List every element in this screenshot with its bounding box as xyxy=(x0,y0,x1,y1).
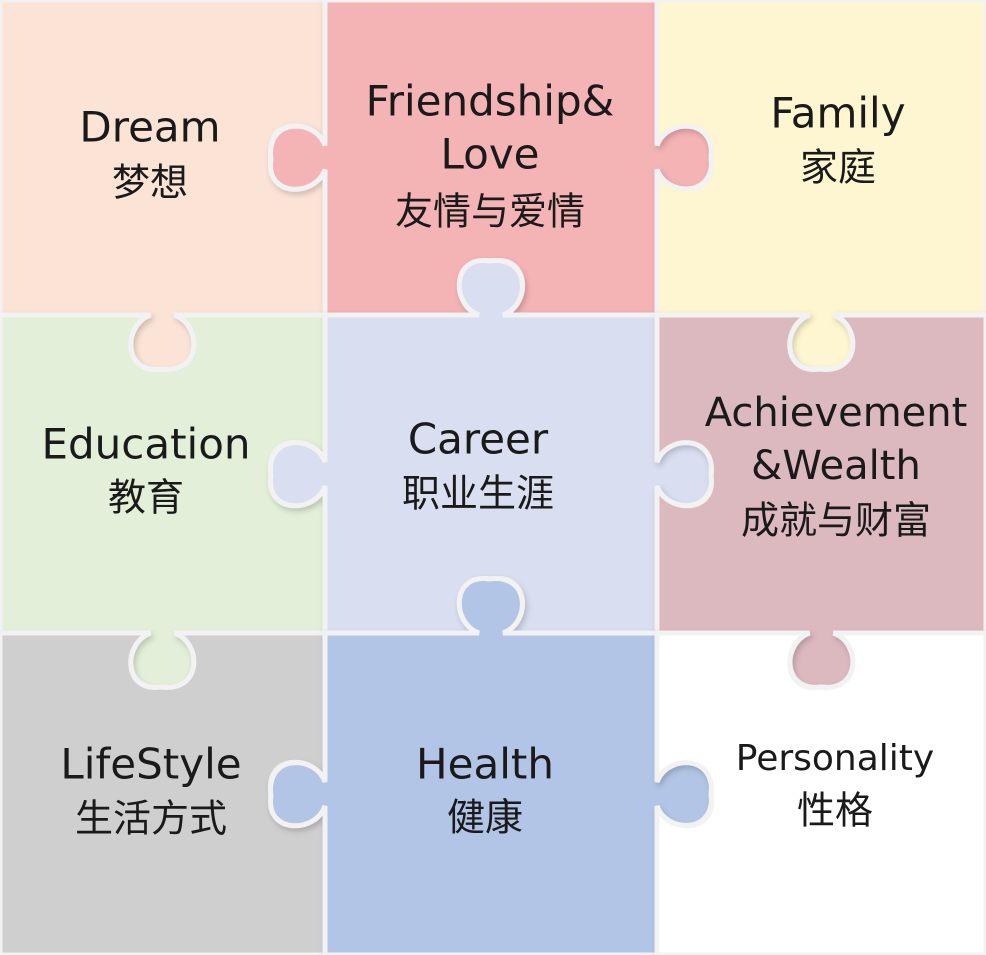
piece-label-line: Friendship& xyxy=(366,77,615,126)
piece-label-line: Health xyxy=(416,740,554,789)
piece-label-line: 健康 xyxy=(447,796,523,840)
piece-label-line: LifeStyle xyxy=(60,740,241,789)
puzzle-labels: Dream 梦想 Friendship&Love 友情与爱情 Family 家庭 Educa… xyxy=(41,77,967,841)
piece-label-line: 梦想 xyxy=(112,161,188,205)
piece-label-line: Dream xyxy=(79,103,220,152)
piece-label-line: Achievement xyxy=(705,390,968,436)
piece-label-career: Career 职业生涯 xyxy=(402,415,554,516)
piece-label-line: 职业生涯 xyxy=(402,472,554,516)
puzzle-piece-personality xyxy=(654,630,986,955)
piece-label-line: Education xyxy=(41,420,250,469)
piece-label-line: Love xyxy=(440,130,539,179)
piece-label-line: 教育 xyxy=(108,476,184,520)
piece-label-lifestyle: LifeStyle 生活方式 xyxy=(60,740,241,841)
piece-label-health: Health 健康 xyxy=(416,740,554,840)
piece-label-dream: Dream 梦想 xyxy=(79,103,220,205)
piece-label-line: 友情与爱情 xyxy=(395,190,585,234)
piece-label-education: Education 教育 xyxy=(41,420,250,520)
piece-label-family: Family 家庭 xyxy=(770,89,905,190)
piece-label-line: Career xyxy=(408,415,549,464)
piece-label-line: 生活方式 xyxy=(75,797,227,841)
piece-label-personality: Personality 性格 xyxy=(736,738,934,833)
piece-label-line: 家庭 xyxy=(800,146,876,190)
piece-label-line: Family xyxy=(770,89,905,138)
piece-label-line: Personality xyxy=(736,738,934,779)
piece-label-achievement-wealth: Achievement&Wealth 成就与财富 xyxy=(705,390,968,543)
piece-label-line: 性格 xyxy=(797,789,873,833)
piece-label-line: &Wealth xyxy=(751,443,921,489)
piece-label-line: 成就与财富 xyxy=(741,499,931,543)
piece-label-friendship-love: Friendship&Love 友情与爱情 xyxy=(366,77,615,234)
